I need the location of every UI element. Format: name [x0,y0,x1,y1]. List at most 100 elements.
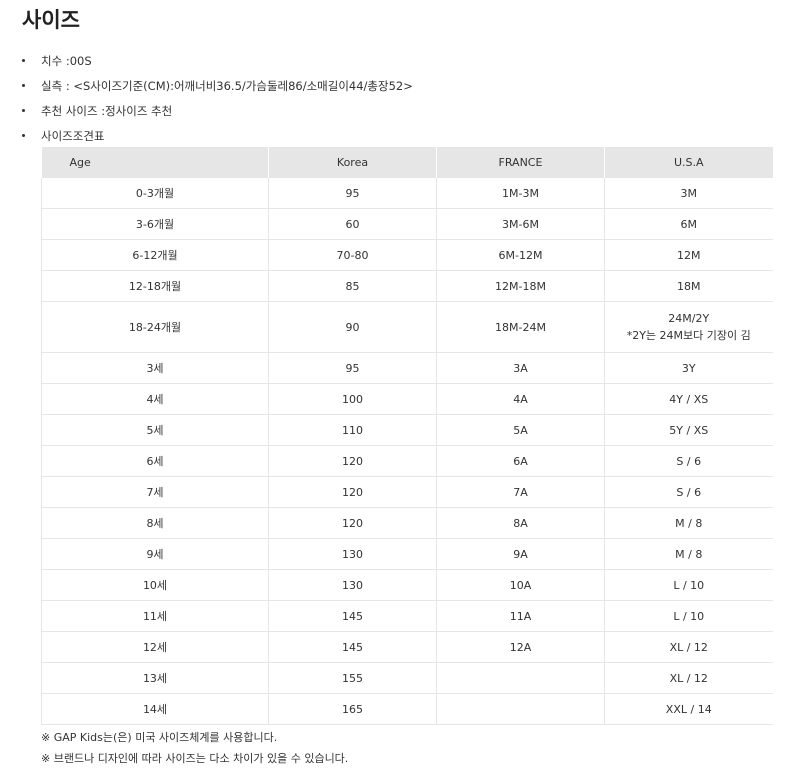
france-cell: 10A [436,569,605,601]
size-code-item: 치수 :00S [22,50,413,75]
usa-cell: XXL / 14 [604,693,773,725]
usa-cell: L / 10 [604,569,773,601]
usa-cell: 4Y / XS [604,383,773,415]
age-cell: 10세 [41,569,269,601]
recommended-size-item: 추천 사이즈 :정사이즈 추천 [22,100,413,125]
age-cell: 8세 [41,507,269,539]
product-info-list: 치수 :00S 실측 : <S사이즈기준(CM):어깨너비36.5/가슴둘레86… [22,50,413,150]
age-cell: 12-18개월 [41,270,269,302]
table-row: 8세 120 8A M / 8 [41,507,773,539]
size-system-note: ※ GAP Kids는(은) 미국 사이즈체계를 사용합니다. [41,731,278,744]
france-cell: 7A [436,476,605,508]
usa-cell: S / 6 [604,445,773,477]
table-row: 5세 110 5A 5Y / XS [41,414,773,446]
korea-cell: 110 [268,414,437,446]
korea-cell: 165 [268,693,437,725]
size-chart-heading: 사이즈조견표 [22,125,413,150]
france-cell: 18M-24M [436,301,605,353]
table-row: 12세 145 12A XL / 12 [41,631,773,663]
usa-cell: S / 6 [604,476,773,508]
korea-cell: 130 [268,538,437,570]
korea-cell: 70-80 [268,239,437,271]
france-cell: 12A [436,631,605,663]
age-cell: 9세 [41,538,269,570]
usa-cell: 3M [604,178,773,209]
age-cell: 3-6개월 [41,208,269,240]
table-row: 12-18개월 85 12M-18M 18M [41,270,773,302]
age-cell: 6세 [41,445,269,477]
table-row: 3세 95 3A 3Y [41,352,773,384]
age-cell: 5세 [41,414,269,446]
table-row: 6세 120 6A S / 6 [41,445,773,477]
age-cell: 18-24개월 [41,301,269,353]
table-row: 3-6개월 60 3M-6M 6M [41,208,773,240]
page-title: 사이즈 [22,8,80,32]
korea-cell: 100 [268,383,437,415]
usa-cell: 6M [604,208,773,240]
korea-cell: 120 [268,507,437,539]
usa-cell: 3Y [604,352,773,384]
korea-cell: 120 [268,476,437,508]
usa-cell: M / 8 [604,507,773,539]
usa-cell: 5Y / XS [604,414,773,446]
usa-cell: 18M [604,270,773,302]
table-row: 10세 130 10A L / 10 [41,569,773,601]
france-cell [436,693,605,725]
usa-cell: 12M [604,239,773,271]
table-row: 11세 145 11A L / 10 [41,600,773,632]
korea-cell: 145 [268,600,437,632]
korea-cell: 85 [268,270,437,302]
header-age: Age [41,147,269,178]
korea-cell: 155 [268,662,437,694]
age-cell: 3세 [41,352,269,384]
france-cell: 3A [436,352,605,384]
table-row: 4세 100 4A 4Y / XS [41,383,773,415]
table-row: 0-3개월 95 1M-3M 3M [41,178,773,209]
usa-cell: 24M/2Y *2Y는 24M보다 기장이 김 [604,301,773,353]
korea-cell: 95 [268,178,437,209]
korea-cell: 95 [268,352,437,384]
korea-cell: 90 [268,301,437,353]
france-cell [436,662,605,694]
france-cell: 9A [436,538,605,570]
size-chart-table: Age Korea FRANCE U.S.A 0-3개월 95 1M-3M 3M 3-6… [41,147,773,725]
age-cell: 12세 [41,631,269,663]
korea-cell: 130 [268,569,437,601]
header-korea: Korea [268,147,437,178]
korea-cell: 145 [268,631,437,663]
france-cell: 6M-12M [436,239,605,271]
france-cell: 12M-18M [436,270,605,302]
usa-cell: XL / 12 [604,662,773,694]
table-row: 13세 155 XL / 12 [41,662,773,694]
france-cell: 11A [436,600,605,632]
table-row: 14세 165 XXL / 14 [41,693,773,725]
france-cell: 5A [436,414,605,446]
age-cell: 14세 [41,693,269,725]
france-cell: 3M-6M [436,208,605,240]
table-row: 6-12개월 70-80 6M-12M 12M [41,239,773,271]
france-cell: 1M-3M [436,178,605,209]
table-row: 7세 120 7A S / 6 [41,476,773,508]
usa-cell: L / 10 [604,600,773,632]
korea-cell: 60 [268,208,437,240]
age-cell: 7세 [41,476,269,508]
france-cell: 4A [436,383,605,415]
france-cell: 8A [436,507,605,539]
usa-cell: M / 8 [604,538,773,570]
age-cell: 11세 [41,600,269,632]
usa-size-value: 24M/2Y [668,312,710,325]
header-france: FRANCE [436,147,605,178]
table-row: 9세 130 9A M / 8 [41,538,773,570]
age-cell: 13세 [41,662,269,694]
table-header-row: Age Korea FRANCE U.S.A [41,147,773,178]
age-cell: 0-3개월 [41,178,269,209]
table-row: 18-24개월 90 18M-24M 24M/2Y *2Y는 24M보다 기장이 김 [41,301,773,353]
size-variance-note: ※ 브랜드나 디자인에 따라 사이즈는 다소 차이가 있을 수 있습니다. [41,752,349,765]
korea-cell: 120 [268,445,437,477]
measurement-item: 실측 : <S사이즈기준(CM):어깨너비36.5/가슴둘레86/소매길이44/… [22,75,413,100]
age-cell: 4세 [41,383,269,415]
usa-size-remark: *2Y는 24M보다 기장이 김 [626,329,751,342]
age-cell: 6-12개월 [41,239,269,271]
size-chart-body: 0-3개월 95 1M-3M 3M 3-6개월 60 3M-6M 6M 6-12개월 70-80 6… [41,178,773,725]
france-cell: 6A [436,445,605,477]
